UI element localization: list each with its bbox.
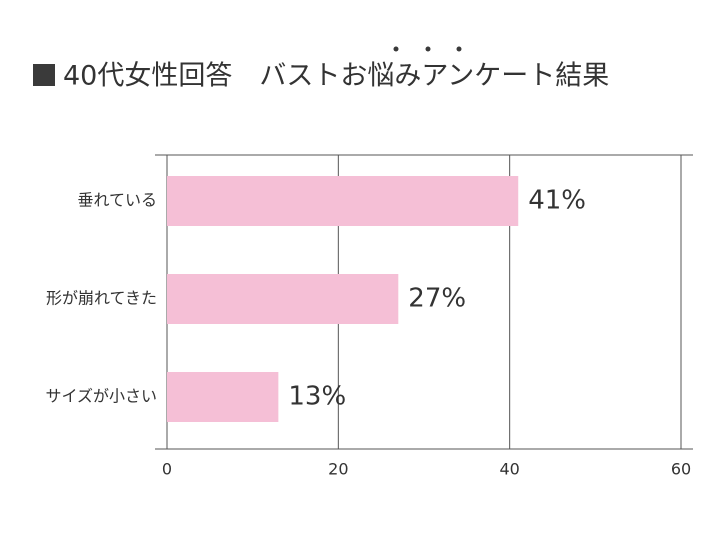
y-tick-label: 垂れている [77, 191, 157, 210]
value-label: 41% [528, 186, 586, 216]
emphasis-dot [425, 46, 431, 52]
x-tick-label: 60 [671, 460, 691, 479]
value-label: 13% [288, 382, 346, 412]
bar [167, 176, 519, 226]
bar [167, 372, 279, 422]
y-tick-label: 形が崩れてきた [46, 289, 157, 308]
value-label: 27% [408, 284, 466, 314]
emphasis-dot [393, 46, 399, 52]
x-tick-label: 40 [499, 460, 519, 479]
x-tick-label: 20 [328, 460, 348, 479]
x-tick-label: 0 [162, 460, 172, 479]
y-tick-label: サイズが小さい [45, 387, 157, 406]
emphasis-dot [456, 46, 462, 52]
title-marker [33, 64, 55, 86]
chart-title: 40代女性回答 バストお悩みアンケート結果 [63, 61, 609, 92]
bar [167, 274, 399, 324]
